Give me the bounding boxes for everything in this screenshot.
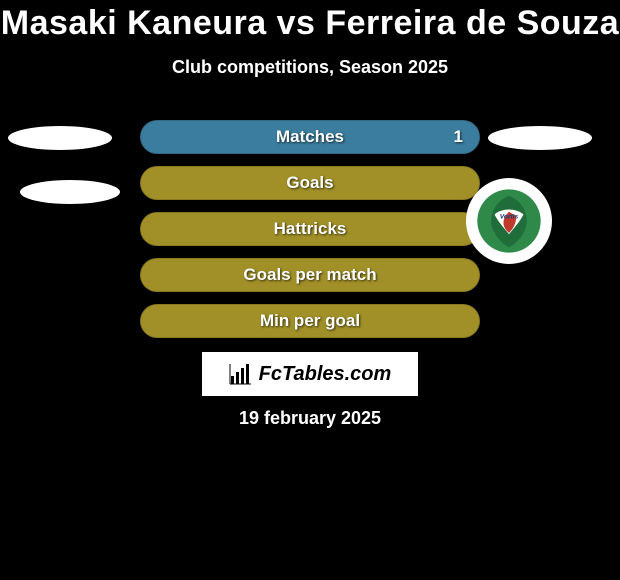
stat-pill: Goals	[140, 166, 480, 200]
stat-row: Min per goal	[0, 304, 620, 350]
brand-box: FcTables.com	[202, 352, 418, 396]
vortis-logo-icon: Vortis	[476, 188, 542, 254]
stat-pill: Goals per match	[140, 258, 480, 292]
date-text: 19 february 2025	[0, 408, 620, 429]
stat-label: Hattricks	[141, 219, 479, 239]
stat-label: Goals per match	[141, 265, 479, 285]
page-title: Masaki Kaneura vs Ferreira de Souza	[0, 0, 620, 43]
left-ellipse-2	[20, 180, 120, 204]
stat-value-right: 1	[454, 127, 463, 147]
stat-label: Goals	[141, 173, 479, 193]
stat-label: Min per goal	[141, 311, 479, 331]
club-name-text: Vortis	[500, 213, 519, 220]
brand-text: FcTables.com	[259, 363, 392, 386]
stat-pill: Hattricks	[140, 212, 480, 246]
stat-pill: Min per goal	[140, 304, 480, 338]
left-ellipse-1	[8, 126, 112, 150]
club-badge: Vortis	[466, 178, 552, 264]
stat-row: Goals per match	[0, 258, 620, 304]
stat-label: Matches	[141, 127, 479, 147]
right-ellipse	[488, 126, 592, 150]
bar-chart-icon	[229, 362, 253, 386]
stat-pill: Matches1	[140, 120, 480, 154]
subtitle: Club competitions, Season 2025	[0, 57, 620, 78]
